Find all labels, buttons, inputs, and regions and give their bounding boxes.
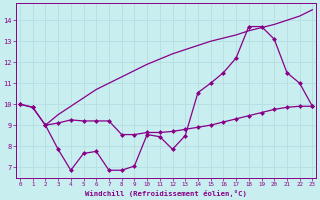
X-axis label: Windchill (Refroidissement éolien,°C): Windchill (Refroidissement éolien,°C) xyxy=(85,190,247,197)
